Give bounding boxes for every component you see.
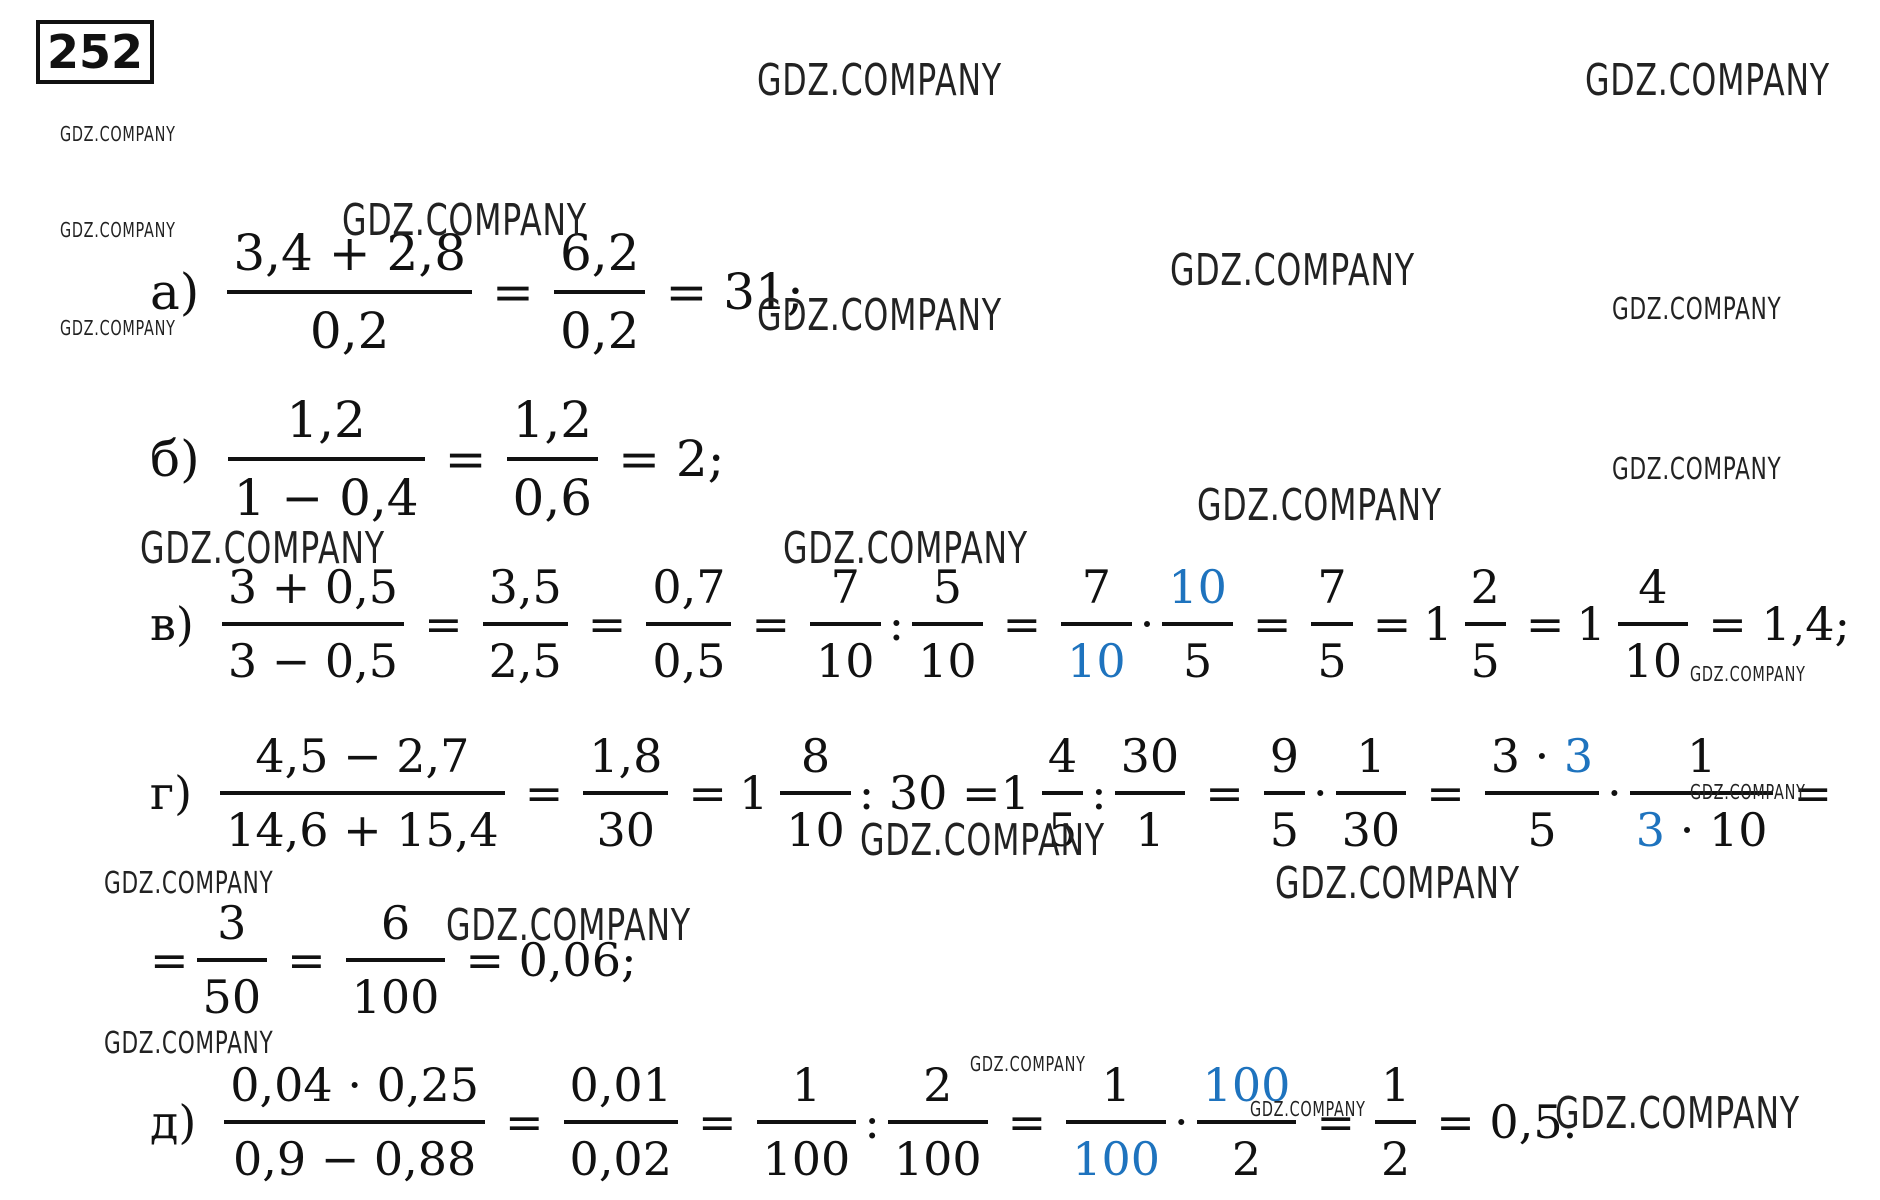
part-v-fraction-3: 0,7 0,5 xyxy=(646,564,732,684)
watermark: GDZ.COMPANY xyxy=(1197,480,1442,531)
part-b: б) 1,2 1 − 0,4 = 1,2 0,6 = 2; xyxy=(150,395,737,523)
part-d-label: д) xyxy=(150,1095,197,1149)
part-d-fraction-4: 2 100 xyxy=(887,1062,988,1182)
problem-number-badge: 252 xyxy=(36,20,154,84)
part-v-fraction-4: 7 10 xyxy=(810,564,881,684)
part-v-result: = 1,4; xyxy=(1708,597,1851,651)
equals-sign: = xyxy=(444,430,487,488)
watermark: GDZ.COMPANY xyxy=(970,1052,1086,1076)
watermark: GDZ.COMPANY xyxy=(1275,858,1520,909)
part-v-fraction-5: 5 10 xyxy=(912,564,983,684)
watermark: GDZ.COMPANY xyxy=(140,523,385,574)
multiply-dot: · xyxy=(1139,597,1155,651)
watermark: GDZ.COMPANY xyxy=(757,290,1002,341)
part-b-fraction-1: 1,2 1 − 0,4 xyxy=(227,395,425,523)
part-d-fraction-2: 0,01 0,02 xyxy=(563,1062,678,1182)
part-a-label: а) xyxy=(150,263,200,321)
watermark: GDZ.COMPANY xyxy=(1585,55,1830,106)
part-g2-fraction-1: 3 50 xyxy=(196,900,268,1020)
part-g-fraction-1: 4,5 − 2,7 14,6 + 15,4 xyxy=(220,733,505,853)
problem-number: 252 xyxy=(46,25,144,79)
part-a-fraction-2: 6,2 0,2 xyxy=(553,228,646,356)
watermark: GDZ.COMPANY xyxy=(1690,780,1806,804)
watermark: GDZ.COMPANY xyxy=(860,815,1105,866)
watermark: GDZ.COMPANY xyxy=(1612,292,1782,327)
division-sign: : xyxy=(864,1095,880,1149)
watermark: GDZ.COMPANY xyxy=(104,866,274,901)
part-g-label: г) xyxy=(150,766,193,820)
watermark: GDZ.COMPANY xyxy=(1690,662,1806,686)
part-g-fraction-5: 1 30 xyxy=(1335,733,1407,853)
watermark: GDZ.COMPANY xyxy=(783,523,1028,574)
part-d-fraction-6: 100 2 xyxy=(1196,1062,1297,1182)
equals-sign: = xyxy=(492,263,534,321)
watermark: GDZ.COMPANY xyxy=(60,316,176,340)
part-g2-result: = 0,06; xyxy=(465,933,637,987)
watermark: GDZ.COMPANY xyxy=(757,55,1002,106)
part-g2-lead: = xyxy=(150,933,189,987)
watermark: GDZ.COMPANY xyxy=(1170,245,1415,296)
part-v-fraction-7: 10 5 xyxy=(1162,564,1233,684)
part-g: г) 4,5 − 2,7 14,6 + 15,4 = 1,8 30 = 1 8 10 :… xyxy=(150,729,1833,857)
part-v-fraction-6: 7 10 xyxy=(1061,564,1132,684)
part-b-label: б) xyxy=(150,430,200,488)
division-sign: : xyxy=(888,597,905,651)
part-v-label: в) xyxy=(150,597,194,651)
part-d-fraction-3: 1 100 xyxy=(756,1062,857,1182)
part-a-fraction-1: 3,4 + 2,8 0,2 xyxy=(227,228,473,356)
part-d-fraction-1: 0,04 · 0,25 0,9 − 0,88 xyxy=(224,1062,485,1182)
part-g-fraction-3: 30 1 xyxy=(1114,733,1186,853)
part-g2-fraction-2: 6 100 xyxy=(345,900,446,1020)
watermark: GDZ.COMPANY xyxy=(60,122,176,146)
part-d-result: = 0,5. xyxy=(1436,1095,1578,1149)
part-a-result: = 31; xyxy=(665,263,804,321)
part-g-continued: = 3 50 = 6 100 = 0,06; xyxy=(150,896,637,1024)
part-v-fraction-2: 3,5 2,5 xyxy=(482,564,568,684)
part-d-fraction-5: 1 100 xyxy=(1066,1062,1166,1182)
part-v-mixed-2: 1 4 10 xyxy=(1576,564,1696,684)
part-g-fraction-2: 1,8 30 xyxy=(583,733,669,853)
watermark: GDZ.COMPANY xyxy=(1612,452,1782,487)
part-a: а) 3,4 + 2,8 0,2 = 6,2 0,2 = 31; xyxy=(150,228,816,356)
watermark: GDZ.COMPANY xyxy=(1250,1097,1366,1121)
watermark: GDZ.COMPANY xyxy=(1555,1088,1800,1139)
part-b-fraction-2: 1,2 0,6 xyxy=(506,395,599,523)
part-g-divide-30: : 30 = xyxy=(858,766,1001,820)
multiply-dot: · xyxy=(1313,766,1328,820)
watermark: GDZ.COMPANY xyxy=(342,195,587,246)
multiply-dot: · xyxy=(1174,1095,1189,1149)
part-g-mixed-1: 1 8 10 xyxy=(739,733,859,853)
part-g-tail: = xyxy=(1793,766,1833,820)
watermark: GDZ.COMPANY xyxy=(446,900,691,951)
watermark: GDZ.COMPANY xyxy=(104,1026,274,1061)
watermark: GDZ.COMPANY xyxy=(60,218,176,242)
part-b-result: = 2; xyxy=(618,430,725,488)
part-v-fraction-1: 3 + 0,5 3 − 0,5 xyxy=(221,564,405,684)
division-sign: : xyxy=(1091,766,1107,820)
